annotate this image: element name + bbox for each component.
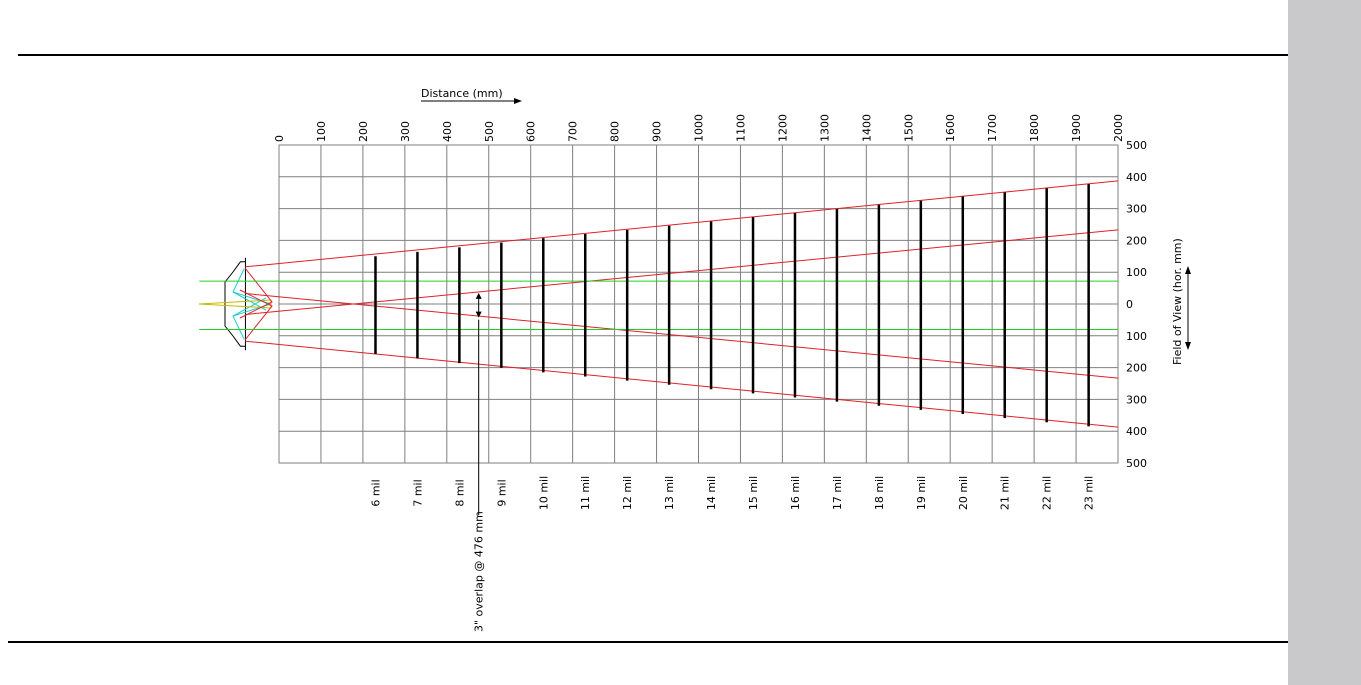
x-tick-label: 800 xyxy=(609,121,622,142)
x-tick-label: 400 xyxy=(441,121,454,142)
x-tick-label: 1600 xyxy=(944,114,957,142)
y-tick-label: 300 xyxy=(1126,203,1147,216)
code-density-label: 22 mil xyxy=(1041,476,1054,510)
x-tick-label: 1800 xyxy=(1028,114,1041,142)
top-rule xyxy=(18,54,1288,56)
x-tick-label: 0 xyxy=(273,135,286,142)
y-tick-label: 200 xyxy=(1126,362,1147,375)
x-tick-label: 1300 xyxy=(818,114,831,142)
code-density-label: 11 mil xyxy=(579,476,592,510)
y-tick-label: 500 xyxy=(1126,139,1147,152)
beam-line-3 xyxy=(245,293,1119,379)
code-density-label: 6 mil xyxy=(369,479,382,506)
bottom-rule xyxy=(8,641,1349,643)
x-tick-label: 1000 xyxy=(693,114,706,142)
y-tick-label: 500 xyxy=(1126,457,1147,470)
x-tick-label: 1500 xyxy=(902,114,915,142)
x-tick-label: 900 xyxy=(651,121,664,142)
y-tick-label: 100 xyxy=(1126,266,1147,279)
right-gray-bar xyxy=(1288,0,1361,685)
code-density-label: 19 mil xyxy=(915,476,928,510)
scanner-housing xyxy=(224,261,246,347)
code-density-label: 12 mil xyxy=(621,476,634,510)
code-density-label: 21 mil xyxy=(999,476,1012,510)
x-tick-label: 1100 xyxy=(734,114,747,142)
x-tick-label: 1200 xyxy=(776,114,789,142)
code-density-label: 16 mil xyxy=(789,476,802,510)
x-tick-label: 1400 xyxy=(860,114,873,142)
scanner-mirror-path xyxy=(239,289,273,341)
x-tick-label: 1700 xyxy=(986,114,999,142)
x-tick-label: 500 xyxy=(483,121,496,142)
y-axis-title-arrowhead-down xyxy=(1185,342,1191,350)
code-density-bars: 6 mil 7 mil 8 mil 9 mil 10 mil 11 mil 12 mil 13… xyxy=(369,184,1096,510)
y-axis-title-group: Field of View (hor. mm) xyxy=(1171,238,1191,365)
y-tick-label: 400 xyxy=(1126,425,1147,438)
x-tick-label: 300 xyxy=(399,121,412,142)
overlap-annotation-text: 3" overlap @ 476 mm xyxy=(473,511,486,632)
beam-lines xyxy=(199,180,1119,428)
x-tick-label: 700 xyxy=(567,121,580,142)
code-density-label: 14 mil xyxy=(705,476,718,510)
scanner-icon xyxy=(198,257,273,351)
y-axis-tick-labels: 500 400 300 200 100 0 100 200 300 400 500 xyxy=(1126,139,1147,470)
x-axis-tick-labels: 0 100 200 300 400 500 600 700 800 900 1000 1100 1200… xyxy=(273,114,1125,142)
code-density-label: 8 mil xyxy=(453,479,466,506)
scanner-mirror-path xyxy=(239,267,273,319)
y-tick-label: 100 xyxy=(1126,330,1147,343)
overlap-arrowhead-up xyxy=(475,292,482,299)
code-density-label: 20 mil xyxy=(957,476,970,510)
annotations: 3" overlap @ 476 mm xyxy=(473,292,486,632)
scanner-laser-source xyxy=(198,299,272,309)
y-tick-label: 300 xyxy=(1126,393,1147,406)
overlap-arrowhead-down xyxy=(475,311,482,318)
code-density-label: 9 mil xyxy=(495,479,508,506)
y-tick-label: 0 xyxy=(1126,298,1133,311)
chart-grid xyxy=(278,144,1119,464)
x-tick-label: 600 xyxy=(525,121,538,142)
x-tick-label: 200 xyxy=(357,121,370,142)
y-axis-title-arrowhead-up xyxy=(1185,266,1191,274)
beam-line-2 xyxy=(245,229,1119,315)
code-density-label: 7 mil xyxy=(411,479,424,506)
x-axis-title-arrowhead xyxy=(514,98,522,104)
y-tick-label: 200 xyxy=(1126,234,1147,247)
code-density-label: 23 mil xyxy=(1083,476,1096,510)
code-density-label: 17 mil xyxy=(831,476,844,510)
code-density-label: 18 mil xyxy=(873,476,886,510)
x-axis-title: Distance (mm) xyxy=(421,87,503,100)
beam-line-1 xyxy=(245,340,1119,428)
x-tick-label: 1900 xyxy=(1070,114,1083,142)
code-density-label: 15 mil xyxy=(747,476,760,510)
x-tick-label: 2000 xyxy=(1112,114,1125,142)
beam-line-0 xyxy=(245,180,1119,268)
y-tick-label: 400 xyxy=(1126,171,1147,184)
y-axis-title: Field of View (hor. mm) xyxy=(1171,238,1184,365)
x-tick-label: 100 xyxy=(315,121,328,142)
code-density-label: 10 mil xyxy=(537,476,550,510)
code-density-label: 13 mil xyxy=(663,476,676,510)
x-axis-title-group: Distance (mm) xyxy=(421,87,522,104)
